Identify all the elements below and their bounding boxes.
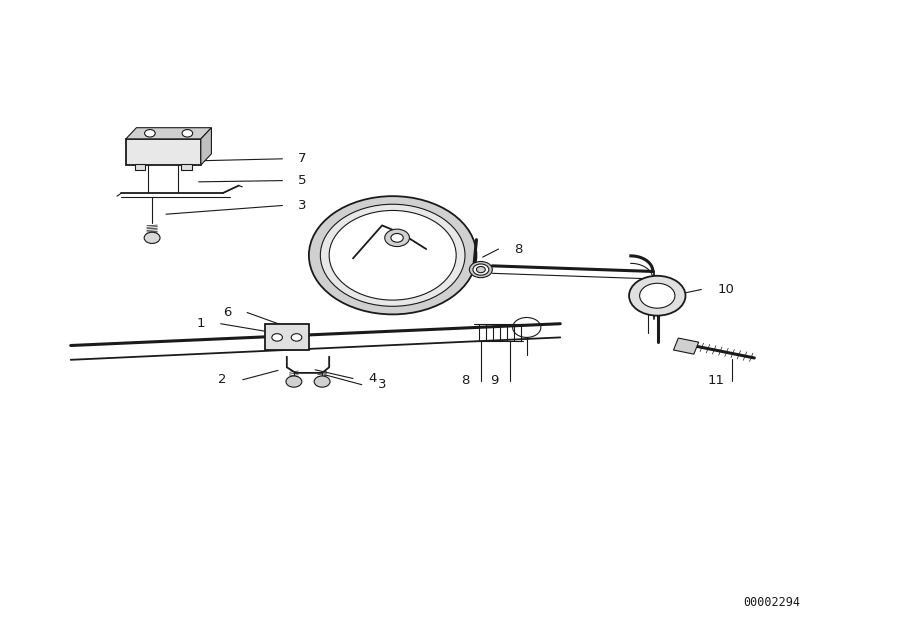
Circle shape [470,262,492,277]
Text: 7: 7 [298,152,307,165]
Circle shape [314,376,330,387]
Circle shape [472,264,489,275]
Text: 3: 3 [378,378,386,391]
Bar [182,164,192,170]
Text: 2: 2 [219,373,227,386]
Circle shape [286,376,302,387]
Polygon shape [126,128,212,139]
Circle shape [144,232,160,243]
Circle shape [629,276,686,316]
Bar [126,139,201,165]
Circle shape [145,130,155,137]
Text: 00002294: 00002294 [743,596,800,609]
Text: 10: 10 [717,283,734,296]
Text: 11: 11 [708,375,725,387]
Circle shape [182,130,193,137]
Circle shape [640,283,675,308]
Text: 1: 1 [196,318,205,330]
Text: 8: 8 [515,243,523,255]
Circle shape [272,333,283,341]
Text: 5: 5 [298,174,307,187]
Text: 9: 9 [490,375,499,387]
Circle shape [476,267,485,272]
Text: 4: 4 [369,372,377,385]
Circle shape [292,333,302,341]
Bar [265,324,309,351]
Circle shape [320,204,465,306]
Circle shape [309,196,476,314]
Bar [673,338,698,354]
Bar [135,164,145,170]
Polygon shape [201,128,212,165]
Text: 8: 8 [461,375,469,387]
Circle shape [329,210,456,300]
Circle shape [391,234,403,242]
Text: 6: 6 [223,306,231,319]
Text: 3: 3 [298,199,307,212]
Circle shape [384,229,410,246]
